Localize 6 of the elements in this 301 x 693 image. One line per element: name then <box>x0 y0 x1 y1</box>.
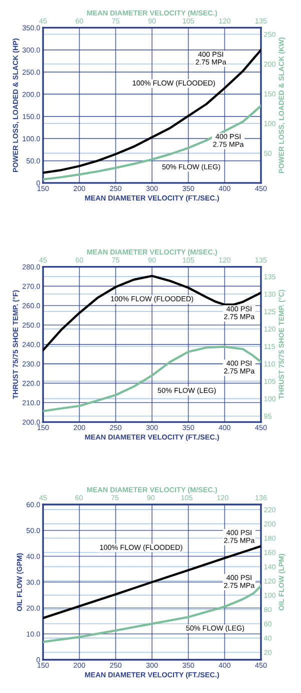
line-series <box>43 48 261 174</box>
line-series <box>43 545 261 620</box>
line-series <box>43 584 261 643</box>
line-series <box>43 346 261 412</box>
line-series <box>43 274 261 352</box>
line-series <box>43 104 261 181</box>
